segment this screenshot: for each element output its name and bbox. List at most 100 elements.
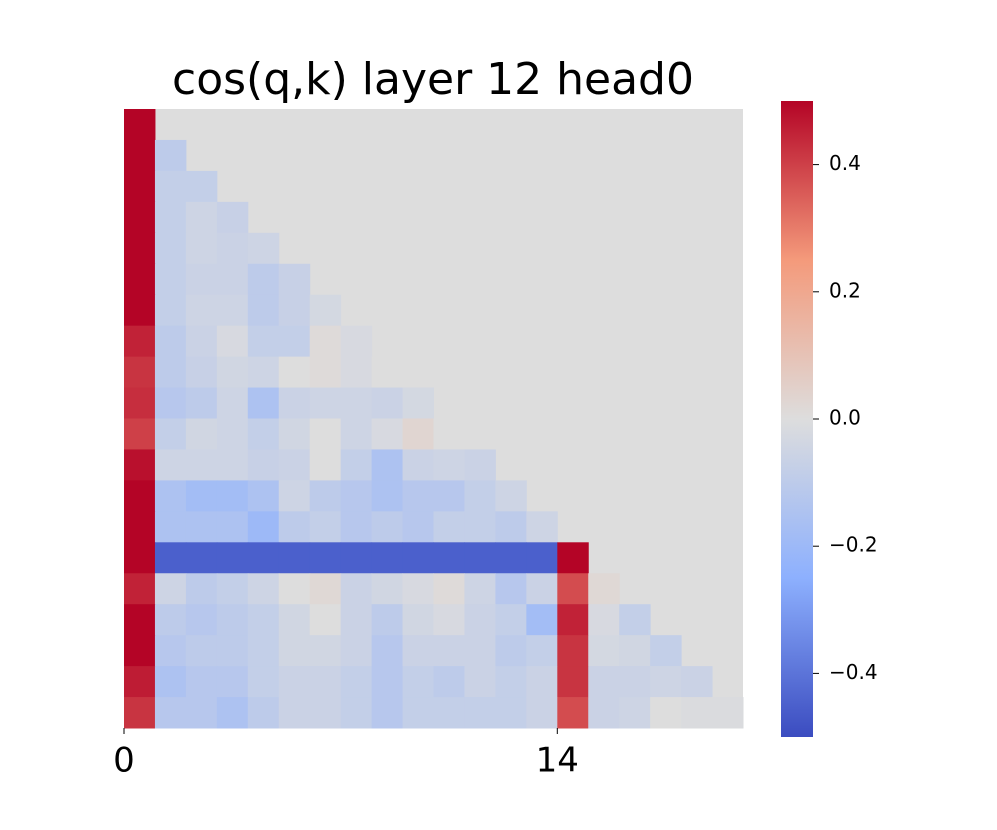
heatmap-cell — [309, 511, 342, 543]
heatmap-cell — [216, 387, 249, 419]
heatmap-cell — [154, 697, 187, 729]
heatmap-cell — [371, 418, 404, 450]
heatmap-cell — [154, 356, 187, 389]
heatmap-cell — [278, 294, 311, 327]
heatmap-cell — [495, 511, 527, 543]
heatmap-cell — [154, 666, 187, 698]
heatmap-cell — [588, 604, 620, 636]
heatmap-cell — [124, 480, 156, 512]
heatmap-cell — [340, 325, 373, 358]
heatmap-cell — [309, 573, 342, 605]
heatmap-cell — [340, 418, 373, 450]
heatmap-cell — [309, 480, 342, 512]
heatmap-cell — [371, 387, 404, 419]
heatmap-cell — [371, 542, 404, 574]
heatmap-cell — [124, 573, 156, 605]
heatmap-cell — [557, 573, 589, 605]
heatmap-cell — [185, 635, 218, 667]
heatmap-cell — [154, 573, 187, 605]
heatmap-cell — [526, 511, 558, 543]
x-tick-label: 14 — [536, 741, 579, 781]
heatmap-cell — [124, 542, 156, 574]
heatmap-cell — [124, 294, 156, 327]
heatmap-cell — [526, 635, 558, 667]
heatmap-cell — [247, 511, 280, 543]
heatmap-cell — [309, 542, 342, 574]
heatmap-cell — [278, 387, 311, 419]
heatmap-cell — [185, 170, 218, 203]
heatmap-cell — [464, 449, 496, 481]
heatmap-cell — [247, 480, 280, 512]
heatmap-cell — [495, 635, 527, 667]
heatmap-cell — [154, 635, 187, 667]
heatmap-cell — [340, 604, 373, 636]
heatmap-cell — [402, 666, 434, 698]
heatmap-cell — [247, 387, 280, 419]
colorbar-tick-label: 0.0 — [829, 406, 861, 430]
heatmap-cell — [185, 697, 218, 729]
heatmap-cell — [154, 511, 187, 543]
heatmap-cell — [185, 294, 218, 327]
heatmap-cell — [185, 573, 218, 605]
heatmap-cell — [278, 635, 311, 667]
heatmap-cell — [402, 511, 434, 543]
heatmap-cell — [154, 604, 187, 636]
heatmap-cell — [371, 449, 404, 481]
heatmap-cell — [216, 263, 249, 296]
heatmap-cell — [247, 697, 280, 729]
heatmap-cell — [402, 573, 434, 605]
heatmap-cell — [154, 263, 187, 296]
heatmap-cell — [433, 511, 465, 543]
heatmap-cell — [185, 356, 218, 389]
heatmap-cell — [464, 666, 496, 698]
heatmap-cell — [371, 480, 404, 512]
heatmap-cell — [247, 666, 280, 698]
heatmap-cell — [464, 511, 496, 543]
heatmap-cell — [588, 635, 620, 667]
heatmap-cell — [433, 666, 465, 698]
heatmap-cell — [371, 666, 404, 698]
heatmap-cell — [402, 697, 434, 729]
heatmap-cell — [124, 325, 156, 358]
heatmap-cell — [495, 604, 527, 636]
heatmap-cell — [216, 666, 249, 698]
heatmap-cell — [216, 356, 249, 389]
heatmap-cell — [278, 418, 311, 450]
heatmap-cell — [278, 542, 311, 574]
heatmap-cell — [588, 666, 620, 698]
heatmap-cell — [402, 542, 434, 574]
heatmap-cell — [216, 604, 249, 636]
heatmap-cell — [216, 325, 249, 358]
heatmap-cell — [185, 263, 218, 296]
heatmap-cell — [154, 170, 187, 203]
heatmap-cell — [278, 573, 311, 605]
heatmap-cell — [495, 697, 527, 729]
heatmap-cell — [526, 573, 558, 605]
heatmap-cell — [402, 449, 434, 481]
heatmap-cell — [185, 201, 218, 234]
heatmap-cell — [154, 480, 187, 512]
heatmap-cell — [309, 697, 342, 729]
heatmap-cell — [278, 449, 311, 481]
heatmap-cell — [185, 604, 218, 636]
heatmap-cell — [495, 480, 527, 512]
heatmap-cell — [464, 542, 496, 574]
heatmap-cell — [216, 449, 249, 481]
heatmap-cell — [464, 480, 496, 512]
heatmap-cell — [402, 387, 434, 419]
heatmap-cell — [371, 573, 404, 605]
heatmap-cell — [340, 511, 373, 543]
heatmap-cell — [340, 480, 373, 512]
heatmap-cell — [247, 449, 280, 481]
heatmap-cell — [124, 511, 156, 543]
heatmap-cell — [124, 139, 156, 172]
heatmap-cell — [309, 356, 342, 389]
colorbar-tick-label: 0.4 — [829, 151, 861, 175]
heatmap-cell — [340, 697, 373, 729]
heatmap-cell — [402, 418, 434, 450]
heatmap-cell — [216, 480, 249, 512]
heatmap-cell — [154, 387, 187, 419]
heatmap-cell — [154, 139, 187, 172]
heatmap-cell — [495, 666, 527, 698]
heatmap-cell — [340, 542, 373, 574]
